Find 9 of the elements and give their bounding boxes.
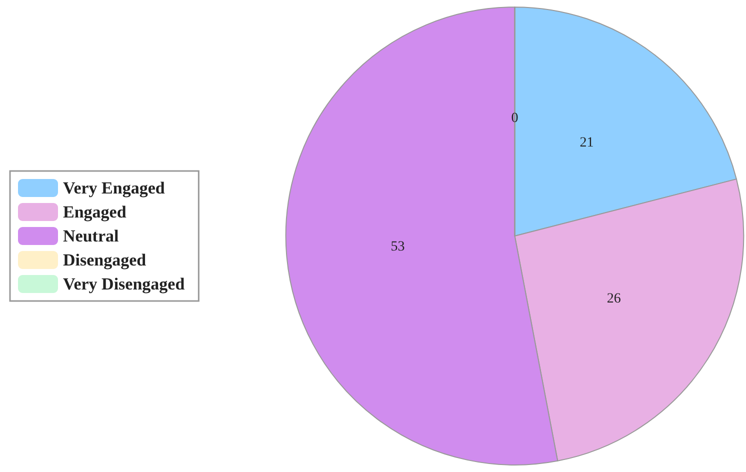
data-label: 21 bbox=[580, 136, 594, 151]
legend-label: Neutral bbox=[63, 226, 119, 246]
legend-label: Very Disengaged bbox=[63, 274, 186, 294]
legend-label: Very Engaged bbox=[63, 178, 166, 198]
text: 0 bbox=[511, 111, 518, 126]
legend-label: Disengaged bbox=[63, 250, 147, 270]
data-label: 53 bbox=[390, 240, 405, 255]
data-label: 26 bbox=[606, 291, 621, 306]
legend-label: Engaged bbox=[63, 202, 127, 222]
